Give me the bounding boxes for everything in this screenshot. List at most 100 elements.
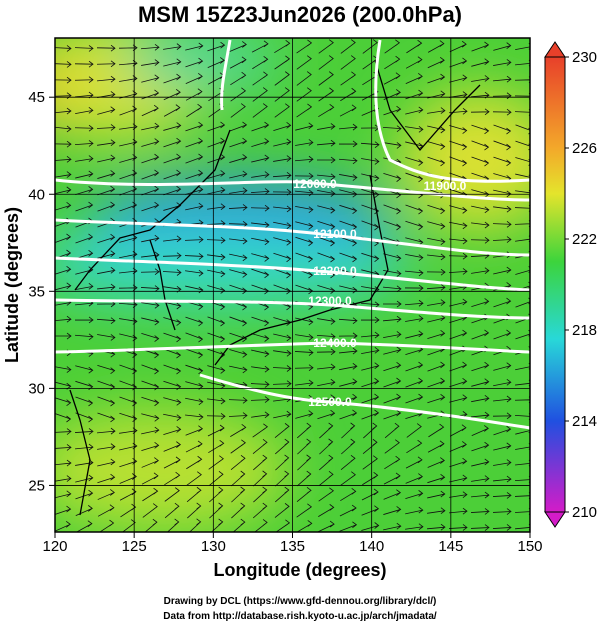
streamline [252, 87, 268, 102]
streamline [229, 121, 248, 132]
contour-label: 12000.0 [293, 177, 337, 191]
streamline [97, 473, 116, 484]
streamline [141, 333, 160, 342]
streamline [209, 502, 224, 519]
streamline [449, 491, 468, 498]
streamline [273, 122, 292, 132]
streamline [272, 380, 292, 387]
colorbar-tick-label: 210 [572, 504, 597, 521]
streamline [141, 364, 160, 375]
streamline [274, 39, 291, 54]
streamline [251, 268, 270, 279]
streamline [405, 377, 424, 388]
streamline [428, 423, 445, 438]
streamline [493, 395, 512, 403]
streamline [97, 250, 116, 259]
streamline [273, 268, 292, 279]
streamline [449, 298, 468, 307]
streamline [382, 125, 402, 132]
streamline [207, 137, 226, 148]
streamline [319, 422, 334, 439]
streamline [141, 472, 159, 485]
streamline [471, 411, 490, 419]
streamline [275, 454, 290, 471]
streamline [449, 457, 468, 468]
streamline [449, 57, 468, 68]
streamline [273, 349, 292, 357]
streamline [97, 427, 116, 435]
streamline [229, 237, 248, 245]
streamline [296, 55, 312, 70]
streamline [251, 316, 270, 327]
contour-label: 11900.0 [424, 179, 467, 193]
streamline [493, 205, 512, 213]
streamline [141, 104, 159, 117]
streamline [273, 155, 292, 162]
streamline [140, 285, 160, 292]
streamline [96, 60, 116, 68]
streamline [427, 56, 445, 69]
streamline [164, 487, 180, 502]
streamline [207, 381, 226, 390]
streamline [405, 393, 424, 404]
streamline [318, 470, 334, 486]
streamline [251, 40, 269, 53]
streamline [74, 45, 94, 52]
streamline [231, 470, 246, 487]
streamline [405, 473, 423, 484]
streamline [427, 523, 446, 531]
streamline [228, 412, 248, 419]
streamline [229, 349, 248, 358]
streamline [471, 425, 489, 436]
streamline [383, 361, 402, 372]
streamline [449, 507, 468, 515]
streamline [74, 316, 94, 324]
streamline [317, 520, 335, 532]
streamline [384, 455, 401, 470]
x-tick-label: 130 [201, 538, 226, 555]
streamline [229, 269, 248, 278]
streamline [97, 170, 116, 179]
streamline [97, 396, 116, 407]
streamline [318, 71, 334, 86]
streamline [339, 362, 358, 371]
streamline [427, 361, 446, 372]
streamline [405, 56, 423, 69]
streamline [338, 157, 358, 165]
streamline [405, 315, 424, 322]
streamline [426, 283, 446, 291]
streamline [316, 348, 336, 356]
streamline [230, 454, 246, 471]
streamline [449, 205, 468, 214]
streamline [231, 486, 246, 503]
streamline [405, 490, 424, 500]
streamline [55, 45, 72, 52]
streamline [141, 380, 160, 391]
streamline [97, 380, 116, 391]
streamline [316, 333, 336, 340]
streamline [97, 443, 116, 450]
streamline [252, 55, 269, 70]
x-tick-label: 140 [359, 538, 384, 555]
streamline [339, 174, 358, 181]
streamline [252, 502, 268, 519]
streamline [97, 458, 116, 467]
contour-label: 12400.0 [313, 336, 357, 350]
streamline [339, 220, 358, 231]
streamline [185, 42, 204, 51]
streamline [318, 103, 335, 118]
streamline [362, 438, 378, 455]
streamline [230, 424, 247, 437]
streamline [295, 221, 314, 230]
streamline [142, 487, 159, 502]
streamline [361, 393, 380, 404]
streamline [55, 156, 72, 163]
streamline [318, 504, 335, 517]
streamline [230, 71, 247, 86]
streamline [427, 377, 446, 388]
streamline [362, 455, 378, 470]
streamline [493, 329, 512, 340]
streamline [341, 438, 356, 455]
streamline [97, 154, 116, 163]
